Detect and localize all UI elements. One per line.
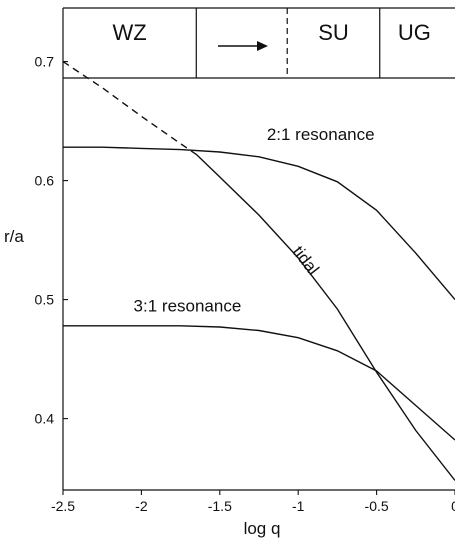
plot-frame [62, 7, 455, 491]
annotation-tidal: tidal [289, 242, 323, 278]
x-tick-label: 0 [451, 498, 455, 514]
transition-arrow-head [257, 41, 268, 51]
axis-layer: -2.5 -2 -1.5 -1 -0.5 0 0.4 0.5 0.6 0.7 log q r/a [4, 54, 455, 538]
series-line-2-1-resonance-0 [63, 146, 455, 301]
region-band: WZ SU UG [113, 8, 431, 78]
region-label-wz: WZ [113, 20, 147, 45]
y-tick-label: 0.4 [35, 411, 55, 427]
y-tick-label: 0.6 [35, 173, 55, 189]
series-line-tidal-2 [62, 61, 197, 155]
series-layer [62, 61, 455, 481]
region-label-su: SU [318, 20, 349, 45]
series-line-3-1-resonance-1 [63, 325, 455, 441]
x-tick-label: -0.5 [365, 498, 389, 514]
annotation-layer: 2:1 resonance 3:1 resonance tidal [134, 125, 375, 315]
x-tick-label: -2 [135, 498, 148, 514]
region-label-ug: UG [398, 20, 431, 45]
x-tick-label: -1 [292, 498, 305, 514]
x-tick-label: -1.5 [208, 498, 232, 514]
series-line-tidal-3 [195, 153, 455, 481]
y-axis-title: r/a [4, 227, 24, 246]
x-tick-label: -2.5 [51, 498, 75, 514]
x-axis-title: log q [244, 519, 281, 538]
annotation-3-1-resonance: 3:1 resonance [134, 296, 242, 315]
y-tick-label: 0.7 [35, 54, 55, 70]
annotation-2-1-resonance: 2:1 resonance [267, 125, 375, 144]
y-tick-label: 0.5 [35, 292, 55, 308]
